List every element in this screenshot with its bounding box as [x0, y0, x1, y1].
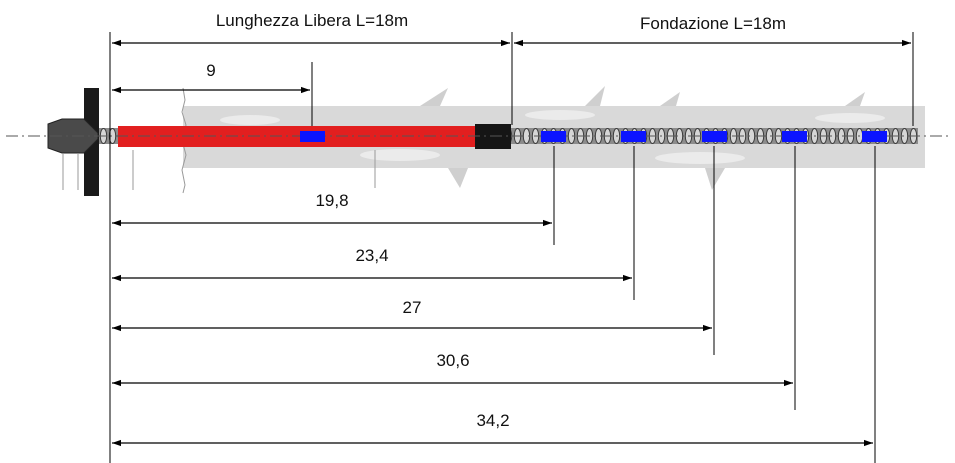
sensor-4 — [702, 131, 727, 142]
threaded-bar-left — [95, 128, 119, 144]
sensor-5 — [782, 131, 807, 142]
sensor-2 — [541, 131, 566, 142]
label-dim-30-6: 30,6 — [436, 351, 469, 370]
dimension-lines — [112, 39, 911, 447]
grout-texture — [220, 110, 885, 164]
label-dim-23-4: 23,4 — [355, 246, 388, 265]
label-foundation: Fondazione L=18m — [640, 14, 786, 33]
grout-protrusions — [420, 86, 865, 190]
sensors — [300, 131, 887, 142]
sensor-6 — [862, 131, 887, 142]
label-dim-34-2: 34,2 — [476, 411, 509, 430]
hatch-marks — [62, 150, 376, 190]
sensor-3 — [621, 131, 646, 142]
extension-lines — [109, 32, 914, 463]
label-free-length: Lunghezza Libera L=18m — [216, 11, 408, 30]
label-dim-27: 27 — [403, 298, 422, 317]
label-dim-19-8: 19,8 — [315, 191, 348, 210]
label-dim-9: 9 — [206, 61, 215, 80]
sensor-1 — [300, 131, 325, 142]
